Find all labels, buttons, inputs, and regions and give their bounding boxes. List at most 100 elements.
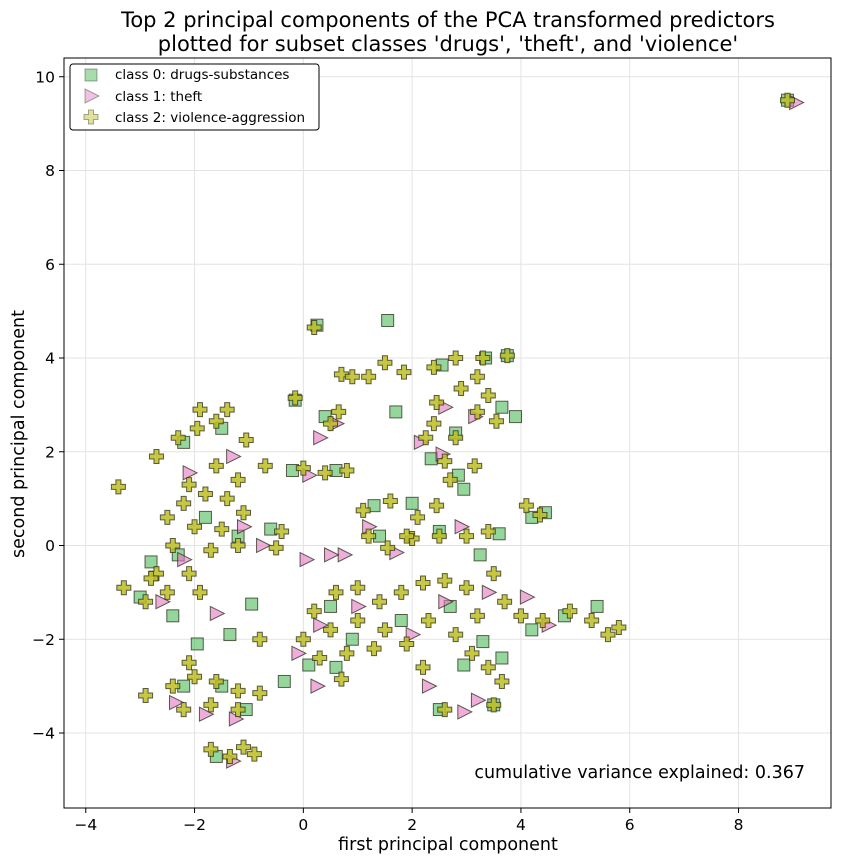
point-class-2: [138, 594, 154, 610]
point-class-0: [223, 628, 237, 642]
point-class-2: [203, 741, 219, 757]
point-class-2: [431, 528, 447, 544]
point-class-1: [313, 617, 329, 633]
point-class-2: [295, 631, 311, 647]
point-class-1: [457, 704, 473, 720]
x-tick-label: −2: [183, 816, 206, 834]
point-class-1: [256, 537, 272, 554]
point-class-0: [394, 614, 408, 627]
point-class-2: [230, 538, 246, 553]
point-class-2: [176, 702, 192, 718]
point-class-0: [277, 674, 291, 688]
point-class-2: [361, 369, 377, 385]
point-class-2: [306, 320, 322, 336]
point-class-2: [252, 631, 268, 647]
chart-title-line-2: plotted for subset classes 'drugs', 'the…: [158, 32, 738, 56]
legend-entry-class-1: class 1: theft: [115, 89, 202, 105]
point-class-2: [459, 528, 475, 544]
point-class-2: [203, 542, 219, 558]
legend-marker-class-0: [84, 68, 98, 82]
point-class-0: [473, 548, 487, 562]
point-class-2: [331, 404, 347, 420]
point-class-0: [457, 658, 471, 672]
point-class-1: [454, 518, 471, 535]
point-class-1: [519, 589, 536, 605]
point-class-2: [339, 463, 355, 478]
point-class-2: [488, 413, 504, 429]
point-class-2: [214, 521, 230, 537]
point-class-2: [181, 566, 197, 582]
point-class-2: [535, 613, 551, 628]
point-class-2: [143, 570, 159, 586]
point-class-2: [116, 580, 132, 596]
legend-marker-class-2: [83, 109, 99, 125]
point-class-1: [438, 593, 454, 610]
point-class-2: [420, 613, 436, 628]
point-class-2: [415, 575, 431, 591]
x-tick-label: 4: [516, 816, 526, 834]
legend-entry-class-0: class 0: drugs-substances: [115, 67, 289, 83]
point-class-2: [480, 388, 496, 403]
point-class-0: [476, 635, 490, 649]
point-class-2: [494, 673, 510, 689]
point-class-2: [159, 509, 175, 525]
point-class-2: [312, 650, 328, 666]
point-class-2: [208, 673, 224, 689]
data-points: [110, 92, 805, 769]
point-class-2: [344, 369, 360, 385]
x-tick-label: 2: [407, 816, 417, 834]
point-class-0: [424, 452, 438, 466]
point-class-2: [317, 465, 333, 481]
point-class-2: [187, 669, 203, 685]
point-class-0: [144, 555, 158, 569]
point-class-2: [339, 645, 355, 661]
point-class-1: [291, 645, 308, 662]
point-class-2: [497, 594, 513, 610]
point-class-2: [219, 491, 235, 507]
point-class-2: [393, 584, 409, 600]
y-axis-ticks: −4 −2 0 2 4 6 8 10: [32, 68, 64, 743]
point-class-2: [475, 350, 491, 366]
point-class-2: [230, 683, 246, 699]
point-class-2: [170, 430, 186, 446]
point-class-1: [324, 547, 340, 563]
point-class-2: [426, 416, 442, 432]
point-class-2: [238, 432, 254, 448]
x-tick-label: 8: [734, 816, 744, 834]
point-class-2: [230, 472, 246, 488]
point-class-2: [480, 659, 496, 675]
point-class-2: [532, 507, 548, 523]
y-tick-label: 2: [45, 443, 55, 461]
point-class-2: [562, 603, 578, 619]
point-class-2: [252, 685, 268, 701]
point-class-0: [245, 597, 259, 611]
point-class-2: [415, 659, 431, 675]
point-class-2: [159, 584, 175, 600]
point-class-2: [611, 620, 627, 636]
point-class-0: [525, 623, 539, 637]
point-class-2: [418, 430, 434, 446]
point-class-2: [429, 498, 445, 514]
point-class-2: [499, 348, 515, 364]
point-class-2: [366, 641, 382, 657]
point-class-2: [306, 603, 322, 619]
point-class-0: [345, 632, 359, 646]
point-class-1: [237, 518, 253, 535]
point-class-2: [192, 402, 208, 418]
point-class-2: [486, 697, 502, 713]
point-class-2: [165, 678, 181, 694]
point-class-2: [469, 404, 485, 420]
point-class-2: [382, 493, 398, 509]
point-class-2: [230, 702, 246, 718]
chart-title-line-1: Top 2 principal components of the PCA tr…: [120, 8, 775, 32]
point-class-2: [203, 697, 219, 713]
legend-entry-class-2: class 2: violence-aggression: [115, 110, 305, 126]
point-class-2: [372, 594, 388, 610]
point-class-2: [197, 486, 213, 502]
point-class-2: [148, 448, 164, 464]
point-class-0: [329, 660, 343, 674]
point-class-2: [442, 472, 458, 488]
point-class-2: [518, 498, 534, 514]
point-class-2: [486, 566, 502, 582]
point-class-2: [257, 458, 273, 474]
